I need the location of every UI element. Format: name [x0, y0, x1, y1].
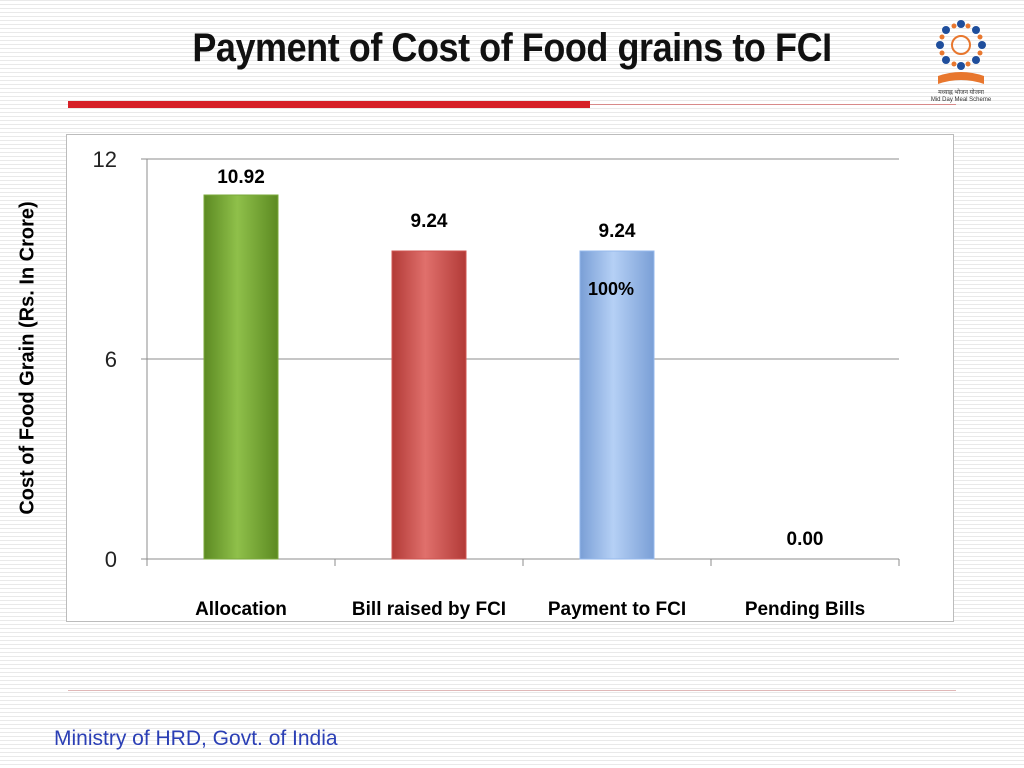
- footer-text: Ministry of HRD, Govt. of India: [54, 727, 338, 750]
- y-tick-label: 6: [105, 347, 117, 372]
- slide-title: Payment of Cost of Food grains to FCI: [192, 26, 832, 70]
- annotation-label: 100%: [588, 279, 634, 299]
- footer-rule: [68, 690, 956, 691]
- bar-payment-to-fci: [579, 250, 655, 560]
- category-label: Pending Bills: [745, 599, 865, 620]
- title-rule-red: [68, 101, 590, 108]
- category-label: Bill raised by FCI: [352, 599, 506, 620]
- logo-caption: मध्याह्न भोजन योजना Mid Day Meal Scheme: [924, 90, 998, 104]
- bar-allocation: [203, 194, 279, 560]
- category-label: Payment to FCI: [548, 599, 686, 620]
- mid-day-meal-logo-icon: [936, 20, 986, 84]
- logo-caption-hindi: मध्याह्न भोजन योजना: [938, 90, 984, 96]
- bar-chart: 0 6 12 10.92 Allocation 9.24 Bill raised by FC…: [93, 147, 900, 620]
- logo-caption-english: Mid Day Meal Scheme: [930, 97, 992, 103]
- value-label: 9.24: [599, 221, 636, 242]
- chart-frame: 0 6 12 10.92 Allocation 9.24 Bill raised by FC…: [66, 134, 954, 622]
- y-axis-label: Cost of Food Grain (Rs. In Crore): [16, 201, 39, 515]
- bar-bill-raised-by-fci: [391, 250, 467, 560]
- y-tick-label: 12: [93, 147, 117, 172]
- y-tick-label: 0: [105, 547, 117, 572]
- title-rule-thin: [590, 104, 956, 105]
- value-label: 9.24: [411, 211, 448, 232]
- value-label: 10.92: [217, 167, 265, 188]
- category-label: Allocation: [195, 599, 287, 620]
- value-label: 0.00: [787, 529, 824, 550]
